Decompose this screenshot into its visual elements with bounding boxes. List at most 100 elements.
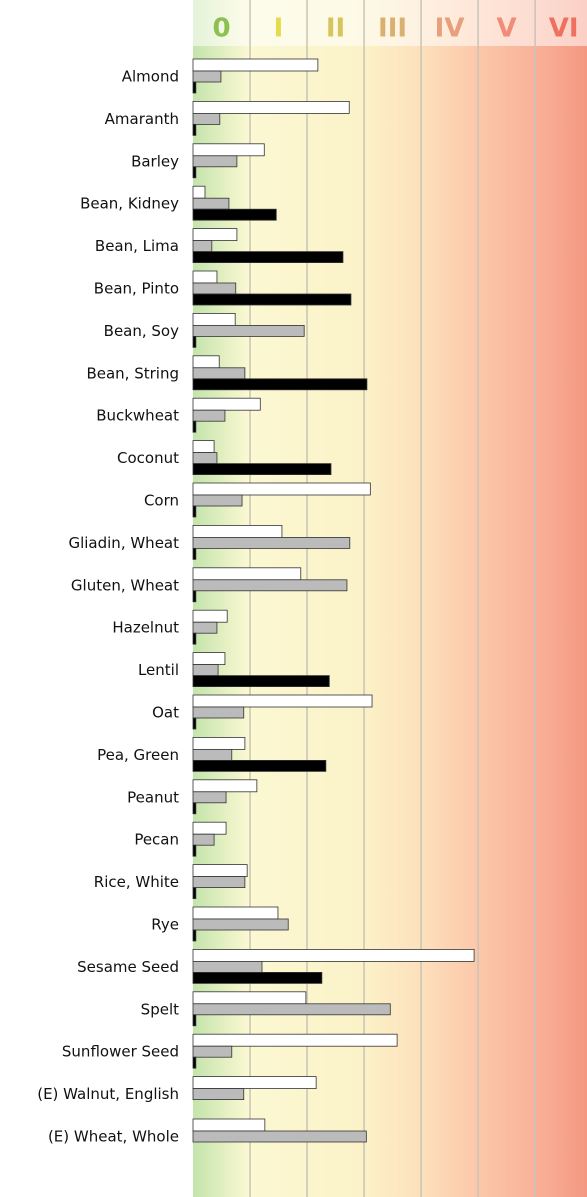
- class-label: I: [274, 14, 284, 44]
- bar: [192, 706, 245, 719]
- category-label: Pea, Green: [97, 746, 179, 764]
- bar: [192, 802, 197, 815]
- bar: [192, 737, 246, 750]
- bar: [192, 675, 330, 687]
- category-label: Bean, Kidney: [80, 195, 179, 213]
- category-label: Hazelnut: [112, 619, 179, 637]
- bar: [192, 482, 371, 496]
- bar: [192, 1088, 245, 1100]
- category-label: (E) Walnut, English: [37, 1085, 179, 1103]
- bar: [192, 652, 226, 665]
- bar: [192, 864, 248, 877]
- bar: [192, 961, 263, 973]
- class-label: II: [326, 14, 345, 44]
- bar: [192, 717, 197, 730]
- bar: [192, 420, 197, 433]
- category-label: (E) Wheat, Whole: [48, 1128, 179, 1146]
- category-label: Gliadin, Wheat: [68, 534, 179, 552]
- bar: [192, 1118, 266, 1132]
- bar: [192, 452, 218, 465]
- bar: [192, 81, 197, 94]
- bar: [192, 228, 238, 242]
- bar: [192, 537, 351, 549]
- bar: [192, 991, 307, 1005]
- bar: [192, 101, 350, 114]
- bar: [192, 949, 475, 962]
- category-label: Corn: [144, 492, 179, 510]
- bar: [192, 440, 215, 454]
- bar: [192, 70, 222, 83]
- bar: [192, 929, 197, 942]
- bar: [192, 779, 258, 793]
- bar: [192, 1003, 391, 1016]
- bar: [192, 1045, 233, 1058]
- bar: [192, 409, 226, 422]
- bar: [192, 312, 236, 326]
- bar: [192, 143, 265, 157]
- category-label: Oat: [152, 704, 179, 722]
- bar: [192, 197, 230, 210]
- category-label: Barley: [131, 152, 179, 170]
- bar: [192, 463, 332, 476]
- bar: [192, 397, 261, 411]
- bar: [192, 282, 237, 295]
- category-label: Bean, Soy: [104, 322, 179, 340]
- bar: [192, 876, 246, 888]
- category-label: Sunflower Seed: [62, 1043, 179, 1061]
- bar: [192, 887, 197, 899]
- bar: [192, 185, 206, 199]
- category-label: Rice, White: [94, 873, 179, 891]
- category-label: Pecan: [134, 831, 179, 849]
- bar: [192, 1056, 197, 1069]
- bar: [192, 760, 327, 772]
- bar: [192, 632, 197, 645]
- class-label: VI: [549, 14, 579, 44]
- header-band: [193, 0, 587, 46]
- bar: [192, 548, 197, 560]
- category-label: Buckwheat: [96, 407, 179, 425]
- category-label: Rye: [151, 916, 179, 934]
- bar: [192, 821, 227, 835]
- bar: [192, 270, 218, 284]
- bar: [192, 791, 227, 804]
- category-label: Gluten, Wheat: [71, 576, 179, 594]
- category-label: Amaranth: [105, 110, 179, 128]
- category-label: Almond: [122, 68, 179, 86]
- bar: [192, 664, 219, 676]
- class-label: V: [497, 14, 517, 44]
- category-label: Sesame Seed: [77, 958, 179, 976]
- bar: [192, 335, 197, 348]
- bar: [192, 378, 368, 391]
- bar: [192, 918, 289, 931]
- bar: [192, 590, 197, 603]
- bar: [192, 505, 197, 518]
- category-label: Lentil: [138, 661, 179, 679]
- bar: [192, 621, 218, 634]
- bar: [192, 844, 197, 857]
- bar: [192, 1033, 398, 1047]
- class-label: IV: [435, 14, 465, 44]
- bar: [192, 609, 228, 623]
- bar: [192, 58, 319, 72]
- bar: [192, 113, 221, 125]
- bar: [192, 240, 213, 253]
- bar: [192, 155, 238, 168]
- bar: [192, 1130, 367, 1143]
- bar: [192, 293, 352, 306]
- class-label: 0: [212, 14, 230, 44]
- bar: [192, 494, 243, 507]
- bar: [192, 833, 215, 846]
- bar: [192, 1076, 317, 1089]
- category-label: Spelt: [141, 1000, 179, 1018]
- bar: [192, 567, 302, 581]
- bar: [192, 355, 220, 369]
- category-label: Coconut: [117, 449, 179, 467]
- bar: [192, 208, 277, 221]
- bar: [192, 166, 197, 179]
- bar: [192, 972, 323, 984]
- category-label: Bean, Lima: [95, 237, 179, 255]
- bar: [192, 749, 233, 761]
- class-label: III: [378, 14, 407, 44]
- bar: [192, 906, 279, 920]
- bar: [192, 525, 283, 538]
